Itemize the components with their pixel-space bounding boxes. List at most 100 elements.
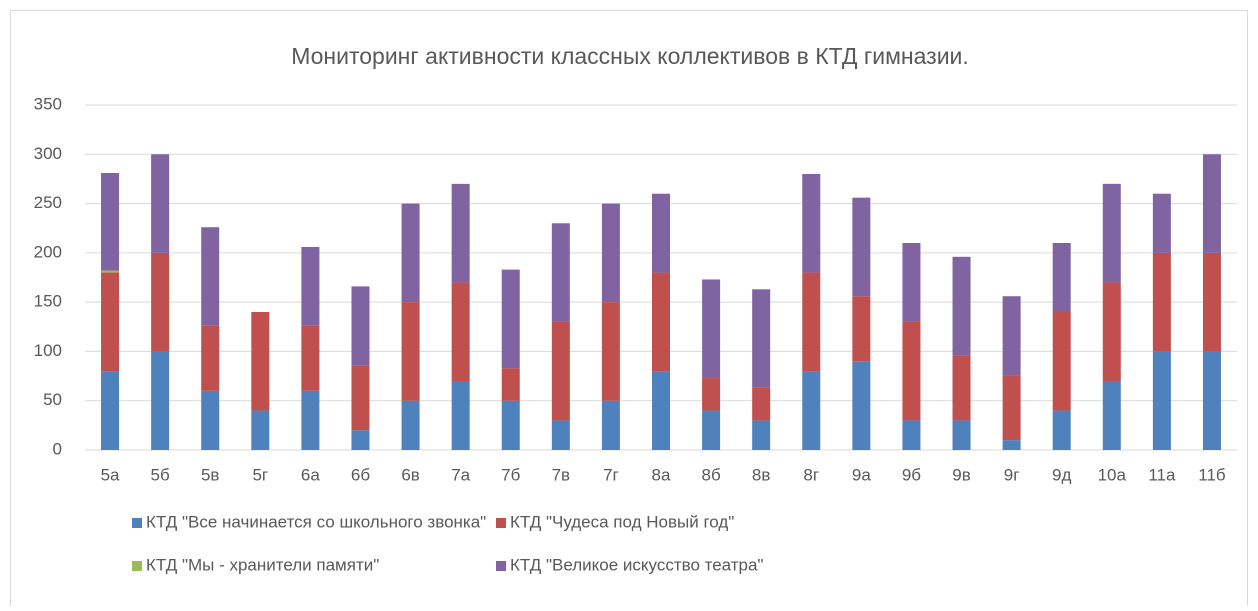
bar-segment bbox=[201, 390, 220, 450]
bar-segment bbox=[151, 252, 170, 352]
x-tick-label: 5а bbox=[101, 465, 120, 484]
bar-segment bbox=[1152, 252, 1171, 352]
bar-segment bbox=[301, 325, 320, 391]
bar-segment bbox=[501, 368, 520, 401]
bar-segment bbox=[1102, 381, 1121, 450]
legend-swatch bbox=[496, 518, 506, 528]
y-tick-label: 200 bbox=[34, 242, 62, 261]
x-tick-label: 9б bbox=[902, 465, 921, 484]
bar-segment bbox=[1002, 296, 1021, 376]
x-tick-label: 7б bbox=[501, 465, 520, 484]
x-tick-label: 5б bbox=[151, 465, 170, 484]
bar-segment bbox=[902, 420, 921, 450]
legend-label: КТД "Все начинается со школьного звонка" bbox=[146, 512, 486, 531]
bar-segment bbox=[852, 361, 871, 450]
bar-segment bbox=[301, 246, 320, 326]
y-tick-label: 50 bbox=[43, 390, 62, 409]
chart-title: Мониторинг активности классных коллектив… bbox=[291, 43, 969, 69]
bar-segment bbox=[301, 390, 320, 450]
bar-segment bbox=[952, 420, 971, 450]
bar-segment bbox=[151, 351, 170, 450]
bar-segment bbox=[451, 183, 470, 283]
bar-segment bbox=[902, 321, 921, 421]
legend-swatch bbox=[132, 518, 142, 528]
y-tick-label: 350 bbox=[34, 94, 62, 113]
bar-segment bbox=[802, 174, 821, 273]
x-tick-label: 6а bbox=[301, 465, 320, 484]
bar-segment bbox=[1052, 312, 1071, 411]
bar-segment bbox=[451, 282, 470, 381]
bar-segment bbox=[201, 325, 220, 391]
bar-segment bbox=[1102, 282, 1121, 381]
bar-segment bbox=[351, 286, 370, 366]
y-tick-label: 100 bbox=[34, 341, 62, 360]
bar-segment bbox=[752, 387, 771, 421]
bar-segment bbox=[1152, 351, 1171, 450]
x-tick-label: 7в bbox=[552, 465, 571, 484]
bar-segment bbox=[401, 203, 420, 303]
bar-segment bbox=[601, 302, 620, 401]
bar-segment bbox=[1202, 252, 1221, 352]
bar-segment bbox=[101, 272, 120, 372]
bar-segment bbox=[902, 243, 921, 322]
bar-segment bbox=[1102, 183, 1121, 283]
bar-segment bbox=[601, 203, 620, 303]
x-tick-label: 9г bbox=[1004, 465, 1020, 484]
bar-segment bbox=[551, 321, 570, 421]
y-tick-label: 300 bbox=[34, 144, 62, 163]
legend-swatch bbox=[132, 561, 142, 571]
bar-segment bbox=[1052, 243, 1071, 312]
bar-segment bbox=[1052, 410, 1071, 450]
bar-segment bbox=[551, 223, 570, 322]
bar-segment bbox=[351, 365, 370, 431]
bar-segment bbox=[401, 400, 420, 450]
bar-segment bbox=[702, 410, 721, 450]
legend-label: КТД "Чудеса под Новый год" bbox=[510, 512, 734, 531]
bar-segment bbox=[952, 256, 971, 356]
x-tick-label: 9д bbox=[1052, 465, 1071, 484]
bar-segment bbox=[802, 272, 821, 372]
bar-segment bbox=[501, 269, 520, 369]
bar-segment bbox=[101, 270, 120, 273]
bar-segment bbox=[601, 400, 620, 450]
bar-segment bbox=[752, 420, 771, 450]
x-tick-label: 8б bbox=[701, 465, 720, 484]
bar-segment bbox=[101, 371, 120, 450]
bar-segment bbox=[802, 371, 821, 450]
bar-segment bbox=[852, 296, 871, 362]
bar-segment bbox=[1152, 193, 1171, 253]
bar-segment bbox=[551, 420, 570, 450]
bar-segment bbox=[1202, 351, 1221, 450]
x-tick-label: 6в bbox=[401, 465, 420, 484]
bar-segment bbox=[652, 371, 670, 450]
x-tick-label: 10а bbox=[1098, 465, 1127, 484]
bar-segment bbox=[401, 302, 420, 401]
x-tick-label: 11а bbox=[1148, 465, 1176, 484]
bar-segment bbox=[852, 197, 871, 297]
legend-label: КТД "Великое искусство театра" bbox=[510, 555, 764, 574]
y-tick-label: 0 bbox=[53, 439, 62, 458]
bar-segment bbox=[752, 289, 771, 388]
legend-swatch bbox=[496, 561, 506, 571]
bar-segment bbox=[1202, 154, 1221, 253]
bar-segment bbox=[1002, 375, 1021, 441]
legend-label: КТД "Мы - хранители памяти" bbox=[146, 555, 379, 574]
bar-segment bbox=[101, 173, 120, 271]
x-tick-label: 6б bbox=[351, 465, 370, 484]
x-tick-label: 11б bbox=[1198, 465, 1226, 484]
x-tick-label: 9в bbox=[952, 465, 971, 484]
bar-segment bbox=[251, 312, 270, 411]
bar-segment bbox=[351, 430, 370, 450]
bar-segment bbox=[652, 272, 670, 372]
x-tick-label: 5г bbox=[252, 465, 268, 484]
x-tick-label: 8а bbox=[652, 465, 671, 484]
bar-segment bbox=[151, 154, 170, 253]
bar-segment bbox=[451, 381, 470, 450]
y-tick-label: 250 bbox=[34, 193, 62, 212]
x-tick-label: 8в bbox=[752, 465, 771, 484]
bar-segment bbox=[501, 400, 520, 450]
bar-segment bbox=[201, 227, 220, 326]
bar-segment bbox=[702, 378, 721, 411]
x-tick-label: 9а bbox=[852, 465, 871, 484]
